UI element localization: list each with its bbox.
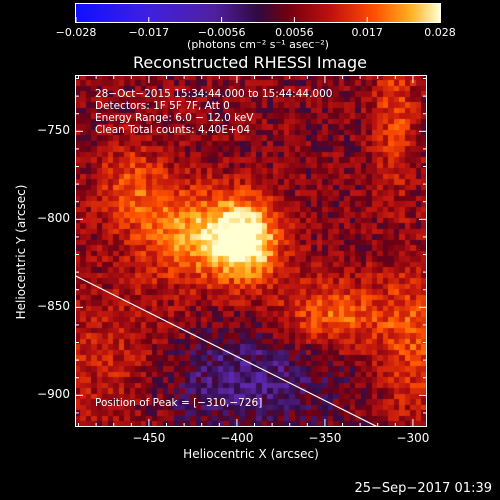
colorbar-tick-label: 0.017 <box>351 26 383 39</box>
colorbar-tick-labels: −0.028 −0.017 −0.0056 0.0056 0.017 0.028 <box>0 26 500 40</box>
info-energy-range: Energy Range: 6.0 − 12.0 keV <box>95 112 254 124</box>
info-total-counts: Clean Total counts: 4.40E+04 <box>95 124 251 136</box>
colorbar-tick-label: 0.0056 <box>275 26 314 39</box>
y-axis-label: Heliocentric Y (arcsec) <box>14 184 28 320</box>
plot-area <box>75 75 427 427</box>
peak-position-label: Position of Peak = [−310,−726] <box>95 397 263 409</box>
observation-info: 28−Oct−2015 15:34:44.000 to 15:44:44.000… <box>95 88 332 136</box>
colorbar-unit-label: (photons cm⁻² s⁻¹ asec⁻²) <box>187 38 329 51</box>
colorbar-tick-marks <box>75 3 441 25</box>
heatmap-image <box>75 75 427 427</box>
colorbar-tick-label: −0.028 <box>55 26 97 39</box>
colorbar <box>75 3 441 23</box>
info-detectors: Detectors: 1F 5F 7F, Att 0 <box>95 100 230 112</box>
y-tick-label: −800 <box>37 211 70 226</box>
x-axis-label: Heliocentric X (arcsec) <box>183 447 319 461</box>
colorbar-tick-label: 0.028 <box>424 26 456 39</box>
x-tick-label: −300 <box>396 431 430 445</box>
plot-frame <box>75 75 427 427</box>
y-tick-label: −750 <box>37 123 70 138</box>
plot-overlay <box>75 75 427 427</box>
y-tick-label: −900 <box>37 387 70 402</box>
colorbar-tick-label: −0.0056 <box>197 26 246 39</box>
solar-limb-line <box>75 275 378 427</box>
chart-title: Reconstructed RHESSI Image <box>133 53 367 72</box>
colorbar-tick-label: −0.017 <box>128 26 170 39</box>
x-tick-label: −450 <box>132 431 166 445</box>
x-tick-label: −400 <box>220 431 254 445</box>
footer-timestamp: 25−Sep−2017 01:39 <box>354 481 492 496</box>
info-time-range: 28−Oct−2015 15:34:44.000 to 15:44:44.000 <box>95 88 333 100</box>
y-tick-label: −850 <box>37 299 70 314</box>
x-tick-label: −350 <box>308 431 342 445</box>
